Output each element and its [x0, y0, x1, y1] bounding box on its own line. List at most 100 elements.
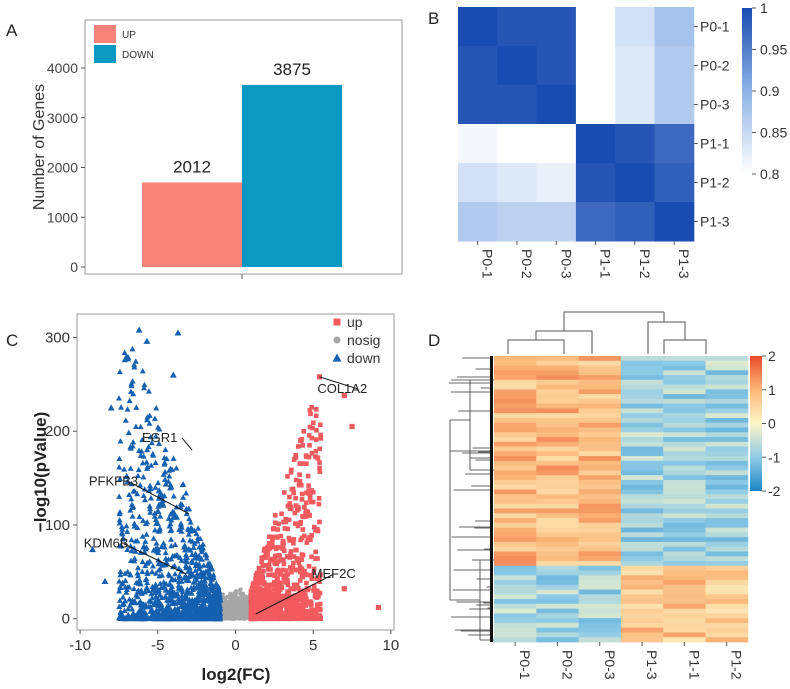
bar-y-tick-label: 4000	[47, 60, 78, 76]
down-point	[119, 536, 126, 542]
up-point	[273, 546, 279, 551]
nosig-point	[227, 616, 232, 621]
expression-cell	[536, 565, 579, 571]
expression-cell	[663, 513, 706, 519]
expression-cell	[494, 594, 537, 600]
down-point	[155, 611, 162, 618]
up-point	[279, 602, 285, 607]
expression-cell	[536, 460, 579, 467]
down-point	[174, 551, 181, 558]
down-point	[178, 524, 185, 530]
correlation-colorbar-label: 0.9	[760, 83, 780, 99]
down-point	[141, 614, 148, 620]
up-point	[285, 609, 291, 615]
correlation-cell	[497, 7, 538, 47]
down-point	[117, 438, 124, 444]
expression-cell	[536, 365, 579, 371]
up-point	[314, 576, 319, 582]
expression-cell	[578, 422, 622, 428]
expression-cell	[620, 584, 664, 590]
expression-cell	[620, 541, 664, 548]
expression-cell	[620, 613, 664, 619]
expression-cell	[705, 556, 749, 562]
up-point	[271, 616, 277, 621]
expression-cell	[663, 437, 706, 443]
up-point	[276, 521, 281, 527]
expression-cell	[705, 508, 749, 514]
down-point	[150, 601, 157, 608]
expression-cell	[620, 403, 664, 409]
expression-cell	[663, 603, 706, 610]
up-point	[278, 610, 284, 616]
expression-cell	[578, 503, 622, 509]
up-point	[291, 540, 296, 546]
expression-cell	[536, 632, 579, 638]
up-point	[254, 616, 259, 622]
correlation-colorbar-label: 0.95	[760, 42, 787, 58]
up-point	[286, 535, 292, 541]
down-point	[116, 510, 123, 517]
expression-cell	[705, 484, 749, 490]
expression-cell	[494, 532, 537, 538]
down-point	[123, 522, 130, 529]
expression-cell	[663, 413, 706, 419]
down-point	[141, 589, 148, 595]
down-point	[213, 581, 220, 587]
bar-y-tick-label: 2000	[47, 160, 78, 176]
expression-col-label: P0-1	[517, 650, 533, 680]
down-point	[134, 490, 141, 497]
down-point	[168, 536, 175, 542]
up-point	[273, 520, 278, 526]
expression-cell	[494, 479, 537, 486]
expression-cell	[536, 494, 579, 500]
up-point	[278, 533, 284, 539]
expression-cell	[620, 618, 664, 624]
down-point	[171, 509, 178, 516]
up-point	[265, 567, 271, 572]
expression-cell	[578, 589, 622, 595]
expression-cell	[578, 518, 622, 524]
down-point	[178, 578, 185, 584]
nosig-point	[228, 600, 233, 605]
volcano-legend-label: down	[347, 350, 380, 366]
expression-cell	[536, 484, 579, 490]
up-point	[313, 437, 319, 442]
nosig-point	[222, 607, 227, 612]
expression-cell	[620, 384, 664, 390]
down-point	[117, 475, 124, 482]
up-point	[298, 519, 304, 525]
up-point	[292, 594, 297, 599]
down-point	[153, 540, 160, 546]
correlation-cell	[615, 7, 655, 47]
bar-y-tick-label: 3000	[47, 110, 78, 126]
volcano-y-tick-label: 100	[45, 517, 70, 534]
down-point	[195, 525, 202, 531]
expression-cell	[536, 403, 579, 409]
up-point	[305, 587, 311, 593]
up-point	[293, 477, 299, 483]
down-point	[172, 541, 179, 547]
down-point	[118, 529, 125, 536]
down-point	[136, 599, 143, 606]
up-point	[313, 556, 318, 561]
up-point	[296, 560, 302, 566]
expression-cell	[494, 417, 537, 424]
down-point	[137, 452, 144, 458]
expression-cell	[663, 594, 706, 600]
expression-cell	[705, 446, 749, 452]
nosig-point	[224, 603, 229, 608]
expression-cell	[494, 632, 537, 638]
down-point	[172, 570, 179, 577]
expression-cell	[620, 427, 664, 433]
expression-cell	[536, 479, 579, 486]
up-point	[295, 610, 301, 616]
down-point	[145, 587, 152, 594]
expression-cell	[705, 594, 749, 600]
down-point	[162, 549, 169, 556]
down-point	[187, 573, 194, 579]
down-point	[165, 598, 172, 604]
down-point	[211, 604, 218, 611]
expression-cell	[705, 432, 749, 438]
annotation-leader	[128, 481, 190, 515]
expression-cell	[578, 556, 622, 562]
